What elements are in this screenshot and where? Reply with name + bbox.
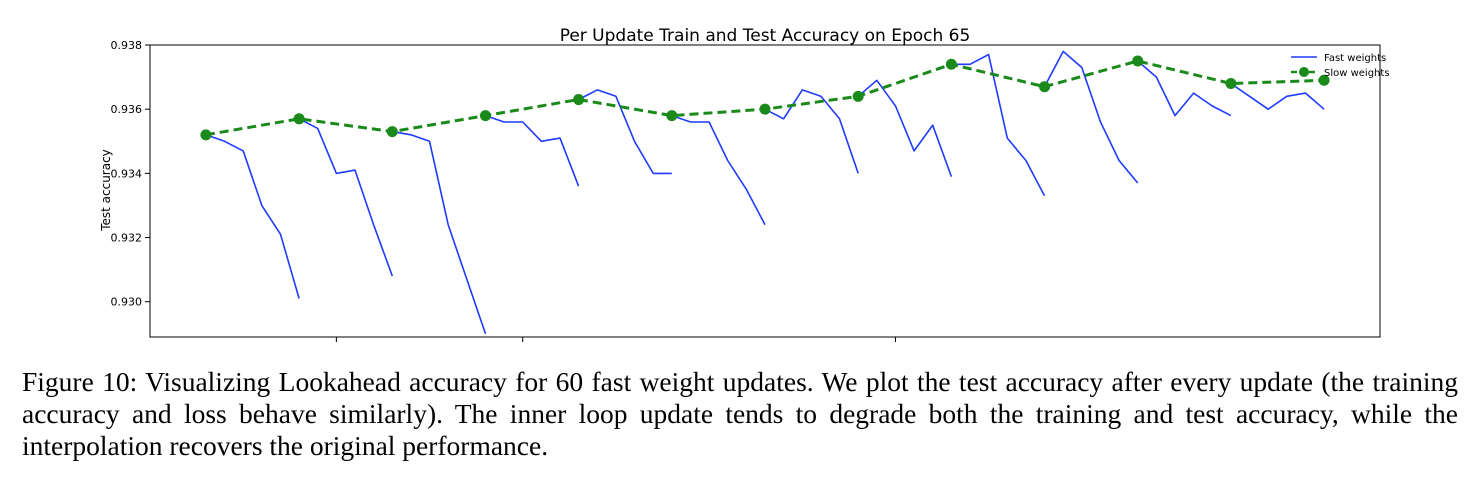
slow-weights-point [852,90,864,102]
y-tick-label: 0.936 [111,103,143,116]
slow-weights-point [666,110,678,122]
y-axis-label: Test accuracy [99,149,113,232]
fast-weights-line [857,79,953,177]
slow-weights-line [205,59,1325,137]
series-layer [200,50,1330,335]
slow-weights-point [386,126,398,138]
figure-caption: Figure 10: Visualizing Lookahead accurac… [22,366,1458,461]
slow-weights-point [293,113,305,125]
slow-weights-point [1225,78,1237,90]
accuracy-chart: Per Update Train and Test Accuracy on Ep… [99,26,1390,342]
slow-weights-point [200,129,212,141]
fast-weights-line [298,118,394,277]
fast-weights-line [205,134,300,299]
chart-title: Per Update Train and Test Accuracy on Ep… [560,26,971,46]
slow-weights-point [1132,55,1144,67]
slow-weights-point [945,58,957,70]
legend-slow-marker [1299,67,1309,77]
slow-weights-point [1039,81,1051,93]
y-tick-label: 0.932 [111,232,143,245]
slow-weights-point [479,110,491,122]
slow-weights-point [759,103,771,115]
y-tick-label: 0.930 [111,296,143,309]
x-axis-ticks [335,337,896,342]
legend-slow-label: Slow weights [1324,68,1390,79]
fast-weights-line [392,130,487,335]
legend-fast-label: Fast weights [1324,53,1386,64]
fast-weights-line [1043,50,1139,184]
slow-weights-point [573,94,585,106]
legend: Fast weights Slow weights [1291,53,1390,79]
y-tick-label: 0.934 [111,167,143,180]
slow-weights-point [1318,74,1330,86]
fast-weights-line [764,89,859,174]
fast-weights-line [485,114,580,187]
plot-area-frame [149,44,1381,338]
fast-weights-line [671,114,766,226]
fast-weights-line [1230,82,1325,110]
y-tick-label: 0.938 [111,39,143,52]
fast-weights-line [578,89,672,175]
fast-weights-line [951,53,1046,197]
y-axis-ticks: 0.930 0.932 0.934 0.936 0.938 [111,39,150,309]
fast-weights-line [1137,60,1232,117]
